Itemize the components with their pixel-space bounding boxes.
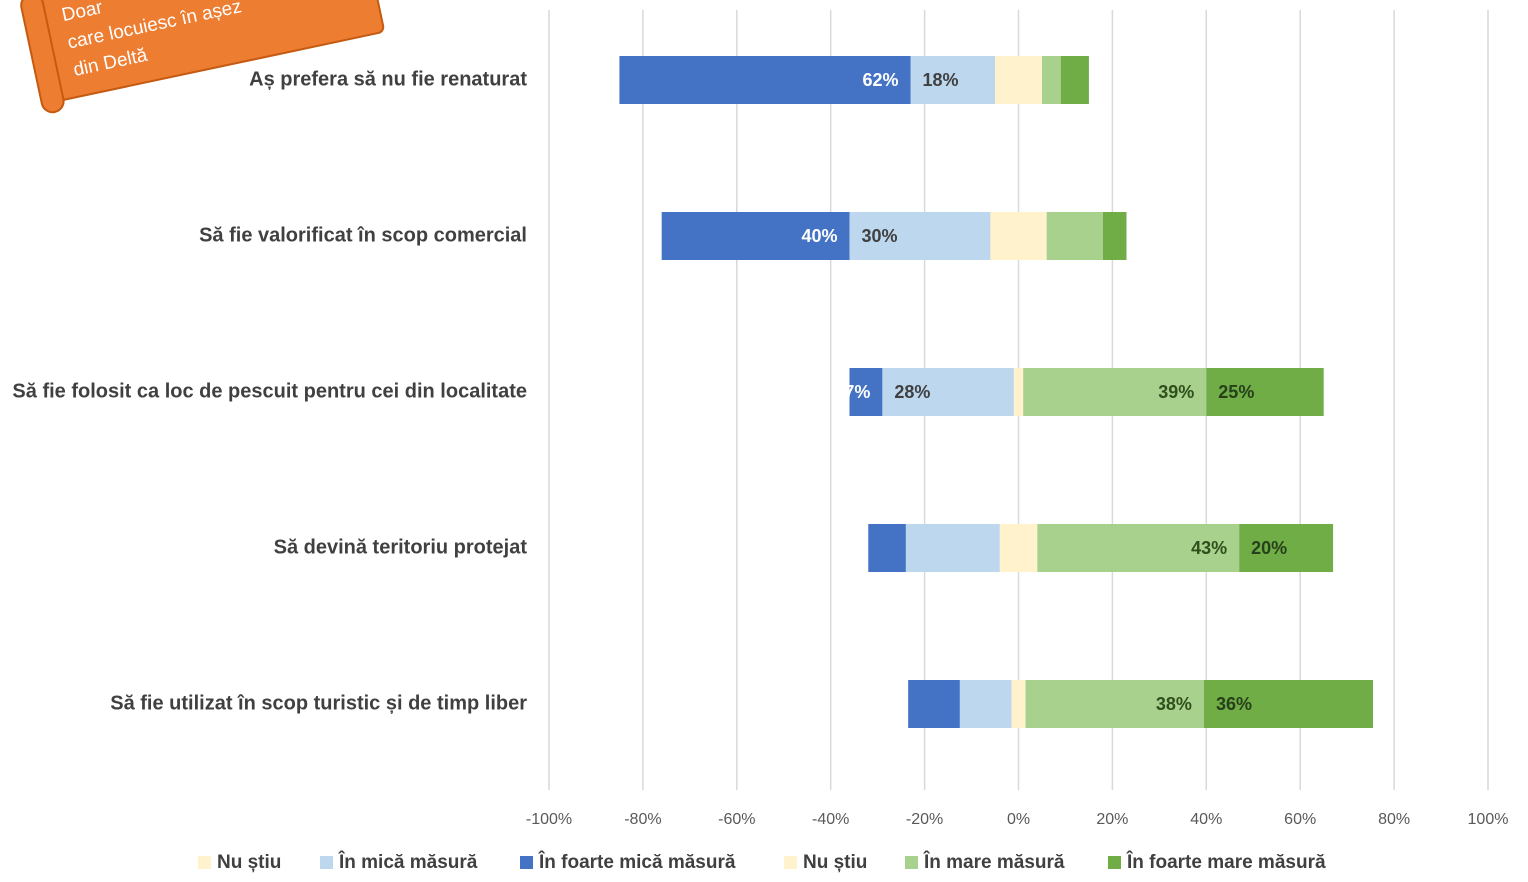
legend-swatch [905,856,918,869]
legend-label: În mare măsură [923,851,1065,873]
bar-segment [1041,56,1061,104]
x-tick-label: -100% [526,811,572,828]
bar-segment [849,368,883,416]
bar-segment [1046,212,1104,260]
legend-swatch [784,856,797,869]
bar-segment [1023,368,1207,416]
bar-segment [995,56,1019,104]
value-label: 39% [1158,382,1194,402]
x-tick-label: -40% [812,811,849,828]
bar-segment [619,56,911,104]
bar-segment [999,524,1019,572]
x-tick-label: -80% [624,811,661,828]
x-tick-label: 60% [1284,811,1316,828]
bar-segment [1060,56,1089,104]
category-label: Să fie valorificat în scop comercial [199,224,527,246]
value-label: 62% [862,70,898,90]
legend-swatch [1108,856,1121,869]
x-tick-label: 80% [1378,811,1410,828]
bar-segment [908,680,960,728]
category-label: Aș prefera să nu fie renaturat [249,68,527,90]
bar-segment [1018,56,1042,104]
bar-segment [1011,680,1019,728]
bar-segment [1206,368,1324,416]
bar-segment [910,56,996,104]
bar-segment [882,368,1014,416]
bar-segment [1037,524,1240,572]
bar-segment [1018,368,1024,416]
value-label: 43% [1191,538,1227,558]
legend-swatch [198,856,211,869]
bar-segment [1013,368,1019,416]
bar-segment [868,524,906,572]
legend-label: În foarte mică măsură [538,851,736,873]
legend-label: Nu știu [803,852,867,873]
value-label: 38% [1156,694,1192,714]
bar-segment [849,212,991,260]
bar-segment [661,212,850,260]
bar-segment [1203,680,1373,728]
banner-curl [20,0,65,114]
bar-segment [1025,680,1204,728]
value-label: 18% [923,70,959,90]
value-label: 7% [844,382,870,402]
category-label: Să devină teritoriu protejat [274,536,528,558]
value-label: 25% [1218,382,1254,402]
legend-swatch [520,856,533,869]
x-tick-label: -20% [906,811,943,828]
legend-label: Nu știu [217,852,281,873]
x-tick-label: 20% [1096,811,1128,828]
x-tick-label: 40% [1190,811,1222,828]
bar-segment [1018,680,1026,728]
bar-segment [1239,524,1334,572]
bar-segment [905,524,1000,572]
bar-segment [1018,524,1038,572]
bar-segment [990,212,1019,260]
legend-label: În foarte mare măsură [1126,851,1326,873]
value-label: 28% [894,382,930,402]
category-label: Să fie utilizat în scop turistic și de t… [110,692,527,714]
value-label: 20% [1251,538,1287,558]
legend-label: În mică măsură [338,851,478,873]
bar-segment [1018,212,1047,260]
value-label: 40% [801,226,837,246]
note-banner: Doar care locuiesc în așez din Deltă [20,0,385,114]
value-label: 30% [861,226,897,246]
x-tick-label: 0% [1007,811,1030,828]
x-tick-label: 100% [1468,811,1509,828]
value-label: 36% [1216,694,1252,714]
legend-swatch [320,856,333,869]
bar-segment [959,680,1012,728]
category-label: Să fie folosit ca loc de pescuit pentru … [12,380,527,402]
bar-segment [1103,212,1127,260]
x-tick-label: -60% [718,811,755,828]
